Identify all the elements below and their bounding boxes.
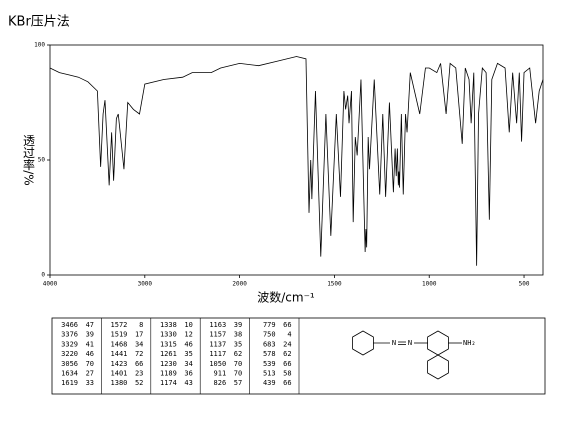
peak-wavenumber: 3376 (61, 331, 78, 339)
peak-transmittance: 46 (86, 350, 94, 358)
naphthalene-ring (427, 330, 449, 356)
peak-transmittance: 17 (135, 331, 143, 339)
peak-wavenumber: 1230 (160, 360, 177, 368)
peak-wavenumber: 3329 (61, 340, 78, 348)
peak-wavenumber: 1189 (160, 370, 177, 378)
peak-transmittance: 39 (86, 331, 94, 339)
peak-wavenumber: 779 (263, 321, 276, 329)
peak-wavenumber: 1338 (160, 321, 177, 329)
peak-wavenumber: 1380 (111, 379, 128, 387)
peak-wavenumber: 1315 (160, 340, 177, 348)
peak-transmittance: 41 (86, 340, 94, 348)
peak-transmittance: 70 (234, 360, 242, 368)
peak-transmittance: 4 (287, 331, 291, 339)
peak-wavenumber: 1157 (209, 331, 226, 339)
peak-wavenumber: 1050 (209, 360, 226, 368)
peak-transmittance: 70 (86, 360, 94, 368)
peak-wavenumber: 1619 (61, 379, 78, 387)
peak-transmittance: 23 (135, 370, 143, 378)
chart-title: KBr压片法 (8, 15, 70, 30)
peak-transmittance: 27 (86, 370, 94, 378)
peak-wavenumber: 578 (263, 350, 276, 358)
peak-wavenumber: 1423 (111, 360, 128, 368)
structure (352, 330, 462, 380)
y-tick-label: 0 (41, 272, 45, 279)
y-tick-label: 100 (34, 42, 45, 49)
x-axis-label: 波数/cm⁻¹ (257, 290, 315, 305)
peak-transmittance: 52 (135, 379, 143, 387)
peak-wavenumber: 3056 (61, 360, 78, 368)
atom-label: N (408, 339, 412, 347)
peak-transmittance: 43 (184, 379, 192, 387)
peak-transmittance: 10 (184, 321, 192, 329)
peak-transmittance: 72 (135, 350, 143, 358)
peak-transmittance: 34 (184, 360, 192, 368)
peak-wavenumber: 1572 (111, 321, 128, 329)
peak-transmittance: 58 (283, 370, 291, 378)
x-tick-label: 1500 (327, 281, 342, 288)
peak-transmittance: 66 (135, 360, 143, 368)
y-tick-label: 50 (38, 157, 46, 164)
peak-wavenumber: 1174 (160, 379, 177, 387)
peak-wavenumber: 683 (263, 340, 276, 348)
peak-wavenumber: 826 (214, 379, 227, 387)
peak-transmittance: 62 (283, 350, 291, 358)
peak-transmittance: 35 (184, 350, 192, 358)
peak-transmittance: 33 (86, 379, 94, 387)
spectrum-line (49, 56, 544, 266)
peak-wavenumber: 750 (263, 331, 276, 339)
peak-transmittance: 66 (283, 360, 291, 368)
naphthalene-ring (427, 354, 449, 380)
peak-wavenumber: 1137 (209, 340, 226, 348)
atom-label: N (392, 339, 396, 347)
x-tick-label: 1000 (422, 281, 437, 288)
peak-wavenumber: 513 (263, 370, 276, 378)
peak-wavenumber: 1330 (160, 331, 177, 339)
peak-wavenumber: 1519 (111, 331, 128, 339)
benzene-ring (352, 330, 374, 356)
peak-transmittance: 47 (86, 321, 94, 329)
peak-transmittance: 36 (184, 370, 192, 378)
peak-transmittance: 8 (139, 321, 143, 329)
peak-transmittance: 35 (234, 340, 242, 348)
peak-transmittance: 34 (135, 340, 143, 348)
peak-transmittance: 57 (234, 379, 242, 387)
table-frame (51, 317, 546, 395)
peak-wavenumber: 539 (263, 360, 276, 368)
atom-label: NH₂ (463, 339, 476, 347)
peak-wavenumber: 1163 (209, 321, 226, 329)
peak-wavenumber: 439 (263, 379, 276, 387)
x-tick-label: 2000 (232, 281, 247, 288)
peak-transmittance: 66 (283, 321, 291, 329)
x-tick-label: 3000 (138, 281, 153, 288)
x-tick-label: 4000 (43, 281, 58, 288)
peak-transmittance: 38 (234, 331, 242, 339)
peak-wavenumber: 1468 (111, 340, 128, 348)
peak-transmittance: 24 (283, 340, 291, 348)
peak-transmittance: 62 (234, 350, 242, 358)
peak-transmittance: 46 (184, 340, 192, 348)
peak-wavenumber: 1117 (209, 350, 226, 358)
peak-wavenumber: 1401 (111, 370, 128, 378)
y-axis-label: 透过率/% (22, 134, 36, 186)
x-tick-label: 500 (519, 281, 530, 288)
peak-wavenumber: 3220 (61, 350, 78, 358)
peak-transmittance: 66 (283, 379, 291, 387)
peak-transmittance: 70 (234, 370, 242, 378)
peak-wavenumber: 1261 (160, 350, 177, 358)
peak-transmittance: 39 (234, 321, 242, 329)
peak-wavenumber: 1634 (61, 370, 78, 378)
peak-wavenumber: 1441 (111, 350, 128, 358)
peak-wavenumber: 3466 (61, 321, 78, 329)
peak-transmittance: 12 (184, 331, 192, 339)
peak-wavenumber: 911 (214, 370, 227, 378)
